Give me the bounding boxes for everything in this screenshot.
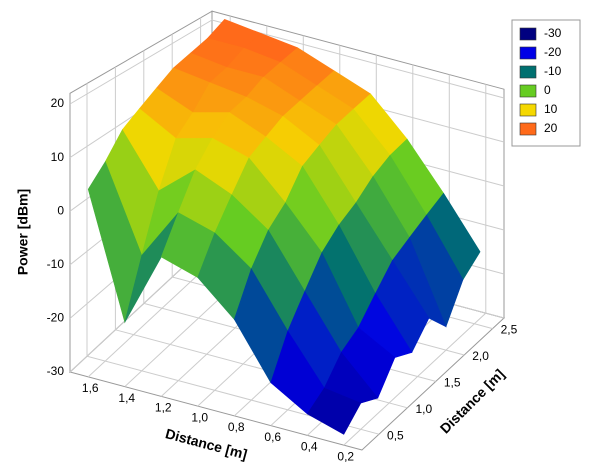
surface [87,19,481,435]
grid-line [69,19,505,105]
legend-label: 10 [544,102,558,116]
y-tick-label: 0,5 [387,428,404,442]
y-tick-label: 2,5 [501,323,518,337]
z-tick-label: 20 [51,96,65,110]
y-tick-label: 2,0 [472,349,489,363]
legend-swatch [519,84,537,98]
x-tick-label: 0,4 [301,440,318,454]
legend-label: -30 [544,26,562,40]
z-tick-label: -30 [47,364,65,378]
x-tick-label: 1,0 [191,410,208,424]
grid-line [343,84,487,446]
surface-cell [306,387,362,435]
legend-swatch [519,65,537,79]
legend: -30 -20 -10 0 10 20 [511,19,581,147]
x-tick-label: 0,6 [264,430,281,444]
legend-label: 0 [544,83,551,97]
legend-label: -20 [544,45,562,59]
x-tick-label: 0,2 [337,449,354,463]
x-tick-label: 0,8 [228,420,245,434]
y-tick-label: 1,0 [415,402,432,416]
y-tick-label: 1,5 [444,376,461,390]
legend-swatch [519,27,537,41]
z-tick-label: -10 [47,257,65,271]
legend-swatch [519,122,537,136]
legend-label: -10 [544,64,562,78]
legend-swatch [519,103,537,117]
legend-label: 20 [544,121,558,135]
z-axis-title: Power [dBm] [15,189,31,275]
x-tick-label: 1,6 [82,381,99,395]
x-tick-label: 1,4 [118,391,135,405]
x-tick-label: 1,2 [155,401,172,415]
z-tick-label: 10 [51,150,65,164]
z-tick-label: -20 [47,311,65,325]
grid-line [86,83,380,435]
z-tick-label: 0 [57,203,64,217]
legend-swatch [519,46,537,60]
